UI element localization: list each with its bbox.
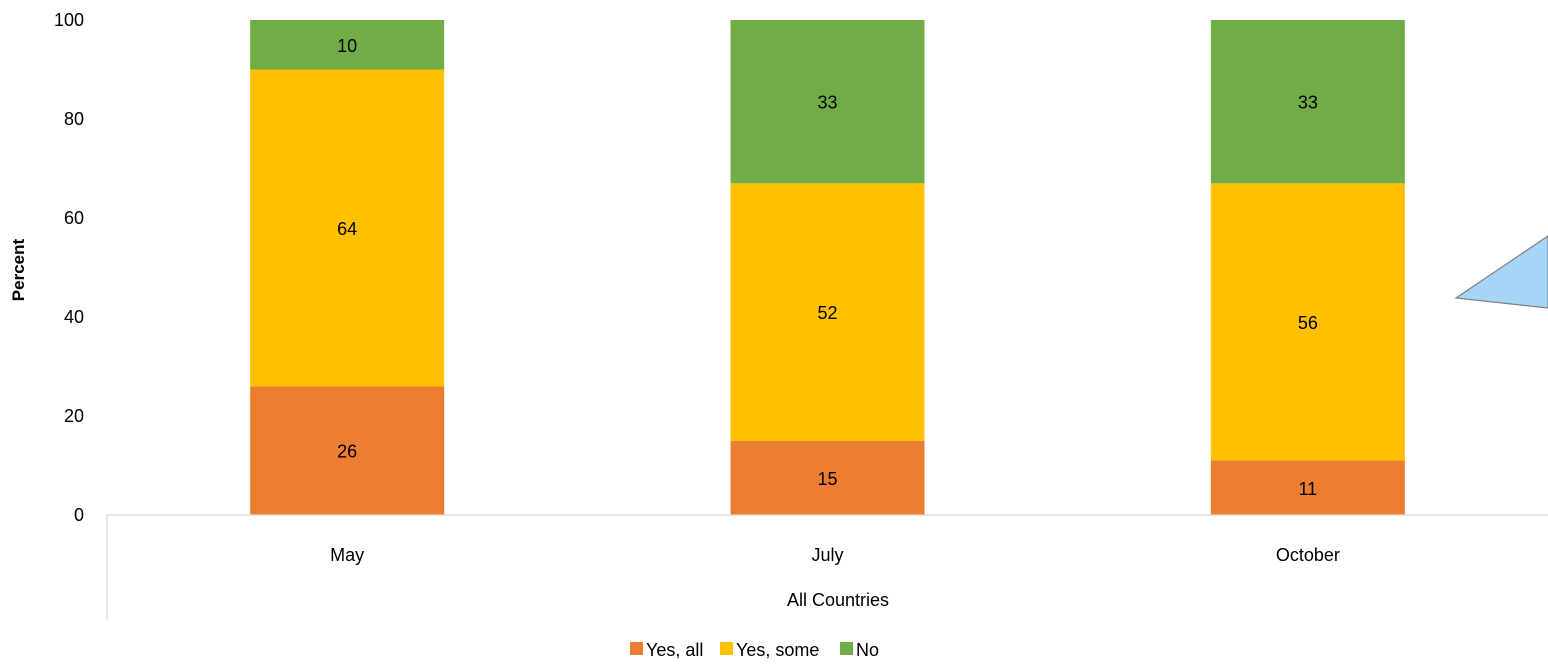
bar-segment	[1210, 20, 1405, 184]
bar-segment	[730, 20, 925, 184]
y-tick-label: 40	[64, 307, 84, 327]
group-label: All Countries	[787, 590, 889, 610]
legend: Yes, all Yes, some No	[630, 640, 879, 660]
bar-segment	[1210, 183, 1405, 461]
data-label: 11	[1298, 479, 1317, 499]
bar-segment	[250, 20, 445, 70]
y-tick-label: 0	[74, 505, 84, 525]
bar-segment	[730, 440, 925, 515]
data-label: 33	[1298, 93, 1318, 113]
bar-segment	[730, 183, 925, 441]
y-axis-title: Percent	[9, 238, 28, 301]
data-label: 56	[1298, 313, 1318, 333]
y-axis: 0 20 40 60 80 100	[54, 10, 84, 525]
legend-swatch	[630, 642, 643, 655]
data-label: 52	[817, 303, 837, 323]
legend-swatch	[840, 642, 853, 655]
x-category-label: May	[330, 545, 364, 565]
callout-shape	[1454, 235, 1548, 309]
legend-label: Yes, all	[646, 640, 703, 660]
x-category-label: October	[1276, 545, 1340, 565]
y-tick-label: 100	[54, 10, 84, 30]
bar-segment	[250, 386, 445, 515]
y-tick-label: 80	[64, 109, 84, 129]
data-label: 15	[817, 469, 837, 489]
y-tick-label: 20	[64, 406, 84, 426]
y-tick-label: 60	[64, 208, 84, 228]
legend-label: Yes, some	[736, 640, 819, 660]
x-axis: May July October	[106, 514, 1548, 620]
legend-swatch	[720, 642, 733, 655]
legend-label: No	[856, 640, 879, 660]
bar-segment	[1210, 460, 1405, 515]
data-label: 64	[337, 219, 357, 239]
data-label: 33	[817, 93, 837, 113]
bar-segment	[250, 69, 445, 387]
x-category-label: July	[811, 545, 843, 565]
data-label: 10	[337, 36, 357, 56]
data-label: 26	[337, 442, 357, 462]
bars: 26 64 10 15 52 33 11 56 33	[250, 20, 1405, 515]
